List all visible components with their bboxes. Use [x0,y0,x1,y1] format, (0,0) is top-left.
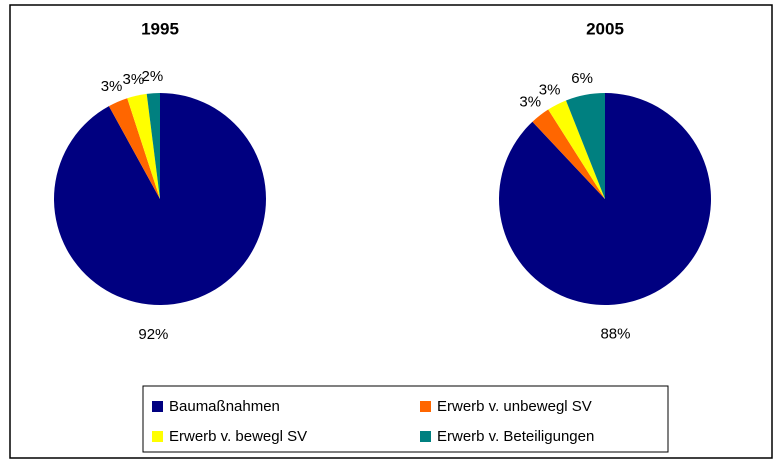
legend-label: Erwerb v. bewegl SV [169,428,307,445]
legend-label: Erwerb v. Beteiligungen [437,428,594,445]
data-label: 3% [539,81,561,98]
data-label: 3% [519,94,541,111]
data-label: 92% [138,326,168,343]
legend-swatch [420,401,431,412]
data-label: 88% [600,326,630,343]
data-label: 3% [123,71,145,88]
data-label: 3% [101,78,123,95]
data-label: 2% [141,68,163,85]
pie-slice [127,93,160,199]
legend-swatch [152,401,163,412]
legend-swatch [152,431,163,442]
pie-slice [108,98,160,199]
pie-slice [146,93,160,199]
legend-box [142,385,669,453]
legend-label: Erwerb v. unbewegl SV [437,398,592,415]
pie-slice [548,100,605,199]
chart-title: 2005 [586,19,624,38]
pie-slice [498,93,711,305]
legend-label: Baumaßnahmen [169,398,280,415]
pie-slice [53,93,266,305]
legend-swatch [420,431,431,442]
pie-slice [532,109,605,199]
data-label: 6% [571,70,593,87]
chart-title: 1995 [141,19,179,38]
pie-slice [565,93,605,199]
